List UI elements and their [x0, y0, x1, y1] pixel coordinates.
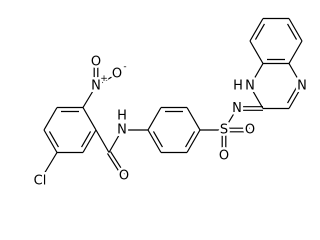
atom-label: N — [297, 79, 307, 94]
bond — [249, 85, 264, 109]
atom-hydrogen: H — [233, 79, 243, 94]
bond — [288, 18, 303, 42]
bond — [95, 129, 110, 153]
atom-label: N — [245, 79, 255, 94]
bond — [82, 107, 97, 131]
bond — [249, 18, 264, 42]
bond — [108, 129, 123, 153]
bond — [186, 107, 201, 131]
bond — [95, 73, 118, 87]
atom-hydrogen: H — [117, 109, 127, 124]
bond — [287, 23, 298, 40]
bond — [106, 153, 123, 178]
atom-label: O — [112, 67, 122, 82]
bond — [110, 151, 127, 176]
atom-label: N — [117, 123, 127, 138]
bond — [48, 131, 59, 148]
bond — [287, 87, 298, 104]
bond — [254, 23, 265, 40]
bond — [152, 131, 163, 148]
bond — [249, 63, 264, 87]
bond — [288, 63, 303, 87]
atom-label: O — [245, 123, 255, 138]
bond — [249, 40, 264, 64]
bond — [185, 131, 196, 148]
bond — [223, 108, 238, 131]
atom-charge: - — [123, 62, 126, 72]
atom-label: S — [220, 123, 228, 138]
bond — [147, 107, 162, 131]
bond — [81, 131, 92, 148]
bond — [82, 85, 97, 108]
atom-label: N — [232, 101, 242, 116]
atom-label: O — [219, 149, 229, 164]
bond — [186, 129, 201, 153]
bond — [147, 129, 162, 153]
atom-label: O — [119, 169, 129, 184]
bond — [43, 152, 58, 175]
bond — [288, 40, 303, 64]
atom-label: N — [91, 79, 101, 94]
bond — [82, 129, 97, 153]
bond — [288, 85, 303, 109]
atom-label: O — [91, 55, 101, 70]
bond — [43, 107, 58, 131]
bond — [43, 129, 58, 153]
atom-label: Cl — [34, 174, 47, 189]
atom-charge: + — [100, 74, 108, 84]
